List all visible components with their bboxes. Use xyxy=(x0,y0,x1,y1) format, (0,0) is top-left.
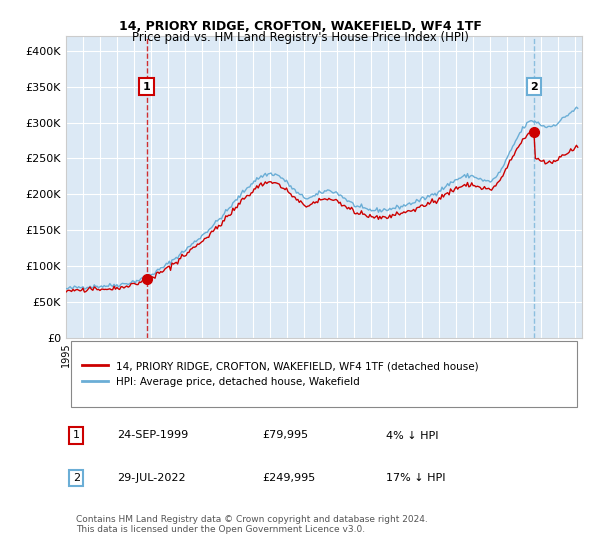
Text: 1: 1 xyxy=(143,82,151,92)
Text: £79,995: £79,995 xyxy=(262,431,308,441)
Text: 24-SEP-1999: 24-SEP-1999 xyxy=(118,431,189,441)
Legend: 14, PRIORY RIDGE, CROFTON, WAKEFIELD, WF4 1TF (detached house), HPI: Average pri: 14, PRIORY RIDGE, CROFTON, WAKEFIELD, WF… xyxy=(76,356,484,392)
Text: 14, PRIORY RIDGE, CROFTON, WAKEFIELD, WF4 1TF: 14, PRIORY RIDGE, CROFTON, WAKEFIELD, WF… xyxy=(119,20,481,32)
Text: Price paid vs. HM Land Registry's House Price Index (HPI): Price paid vs. HM Land Registry's House … xyxy=(131,31,469,44)
FancyBboxPatch shape xyxy=(71,342,577,407)
Text: £249,995: £249,995 xyxy=(262,473,316,483)
Text: 29-JUL-2022: 29-JUL-2022 xyxy=(118,473,186,483)
Text: Contains HM Land Registry data © Crown copyright and database right 2024.
This d: Contains HM Land Registry data © Crown c… xyxy=(76,515,428,534)
Text: 2: 2 xyxy=(73,473,80,483)
Text: 2: 2 xyxy=(530,82,538,92)
Text: 4% ↓ HPI: 4% ↓ HPI xyxy=(386,431,439,441)
Text: 1: 1 xyxy=(73,431,80,441)
Text: 17% ↓ HPI: 17% ↓ HPI xyxy=(386,473,445,483)
